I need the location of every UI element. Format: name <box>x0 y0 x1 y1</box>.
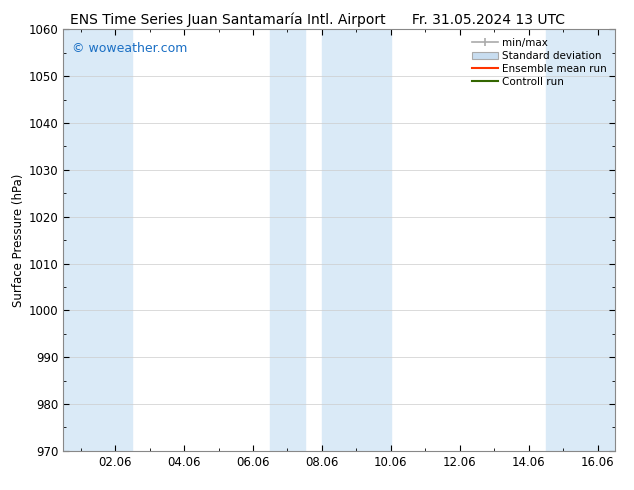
Bar <box>546 29 615 451</box>
Text: ENS Time Series Juan Santamaría Intl. Airport      Fr. 31.05.2024 13 UTC: ENS Time Series Juan Santamaría Intl. Ai… <box>70 12 564 27</box>
Bar <box>63 29 133 451</box>
Y-axis label: Surface Pressure (hPa): Surface Pressure (hPa) <box>11 173 25 307</box>
Text: © woweather.com: © woweather.com <box>72 42 187 55</box>
Bar <box>270 29 305 451</box>
Bar <box>322 29 391 451</box>
Legend: min/max, Standard deviation, Ensemble mean run, Controll run: min/max, Standard deviation, Ensemble me… <box>469 35 610 90</box>
